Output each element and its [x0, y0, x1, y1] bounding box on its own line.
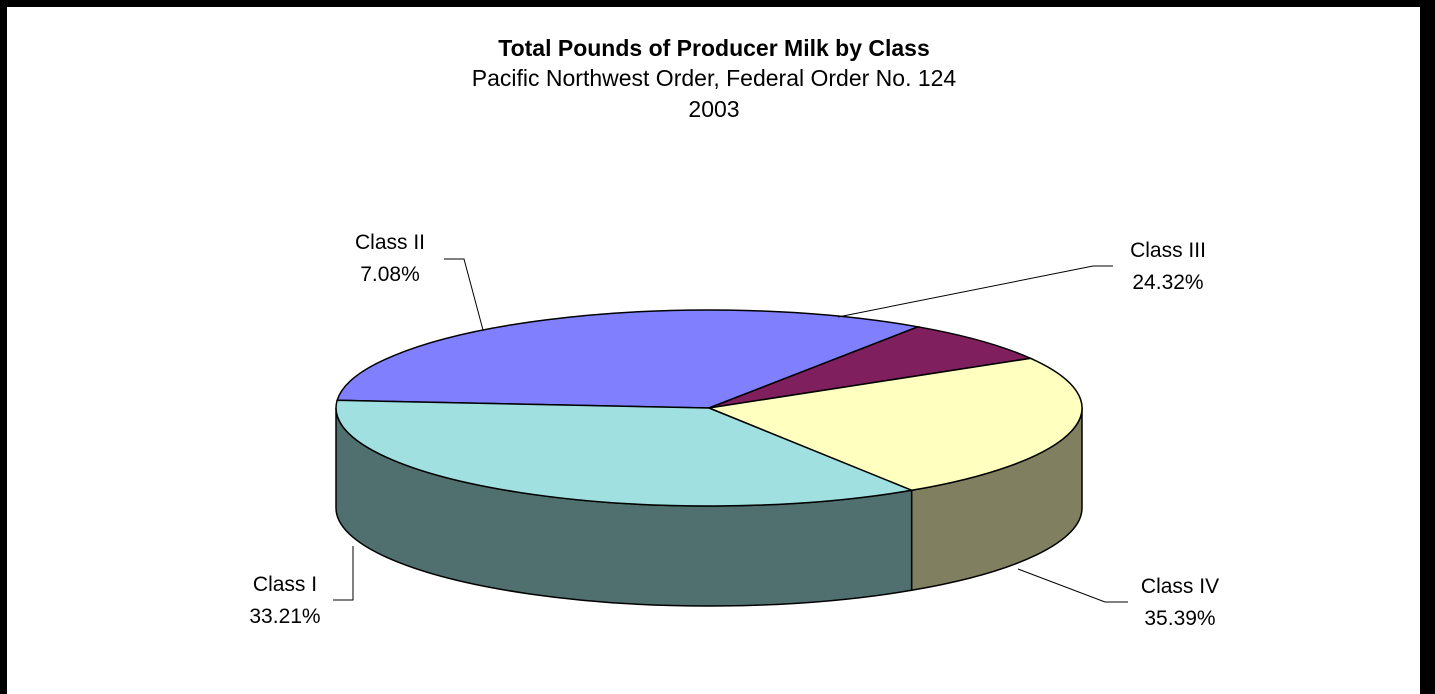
chart-title: Total Pounds of Producer Milk by Class: [498, 35, 930, 61]
leader-line-class-i: [333, 546, 354, 601]
slice-percent-class-ii: 7.08%: [360, 263, 420, 286]
pie-slice-class-ii: [708, 326, 1034, 409]
slice-label-class-i: Class I: [253, 573, 317, 596]
slice-percent-class-iv: 35.39%: [1144, 607, 1215, 630]
chart-titles: Total Pounds of Producer Milk by Class P…: [0, 33, 1428, 125]
leader-line-class-iv: [1017, 568, 1128, 603]
pie-slice-class-i: [336, 309, 921, 409]
chart-subtitle: Pacific Northwest Order, Federal Order N…: [471, 65, 957, 91]
chart-year: 2003: [688, 96, 740, 122]
slice-percent-class-i: 33.21%: [249, 605, 320, 628]
pie-slice-class-iv: [335, 399, 915, 507]
slice-label-class-iv: Class IV: [1141, 575, 1219, 598]
leader-line-class-iii: [837, 265, 1113, 318]
slice-label-class-ii: Class II: [355, 231, 425, 254]
slice-label-class-iii: Class III: [1130, 239, 1206, 262]
slice-percent-class-iii: 24.32%: [1132, 271, 1203, 294]
leader-line-class-ii: [444, 258, 484, 331]
pie-slice-class-iii: [706, 357, 1083, 492]
